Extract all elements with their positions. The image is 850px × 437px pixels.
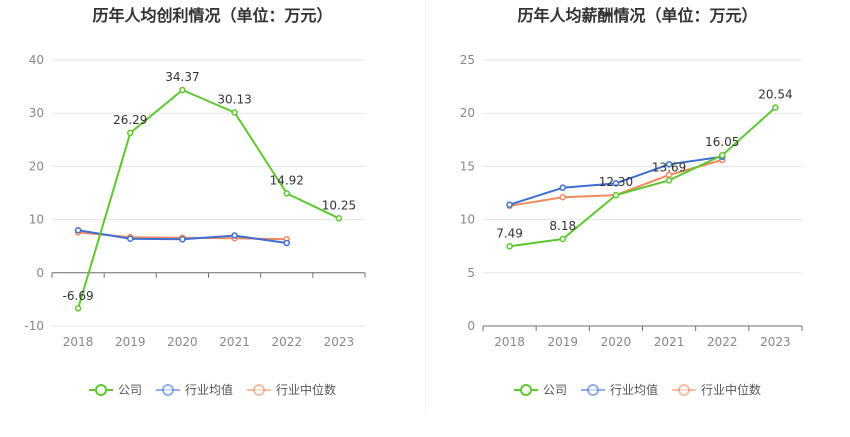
data-label: 16.05 (705, 135, 739, 149)
data-point (665, 177, 673, 184)
x-tick-label: 2022 (271, 335, 302, 349)
data-point (127, 129, 134, 137)
data-point (74, 226, 82, 234)
legend-item[interactable]: 公司 (513, 381, 567, 398)
legend-swatch-icon (513, 383, 538, 396)
data-point (612, 180, 620, 187)
data-label: 7.49 (496, 226, 523, 240)
chart-title: 历年人均薪酬情况（单位：万元） (517, 6, 758, 25)
data-label: 14.92 (270, 173, 304, 187)
data-point (506, 201, 513, 208)
y-tick-label: 10 (29, 213, 44, 227)
x-tick-label: 2023 (324, 335, 355, 349)
data-point (283, 239, 290, 247)
legend-swatch-icon (580, 383, 605, 396)
data-label: -6.69 (63, 289, 94, 303)
y-tick-label: -10 (24, 319, 44, 333)
data-point (772, 104, 779, 111)
data-point (179, 86, 186, 94)
x-tick-label: 2019 (115, 335, 146, 349)
legend-swatch-icon (247, 383, 271, 396)
legend-item[interactable]: 行业均值 (155, 381, 233, 398)
legend-item[interactable]: 行业中位数 (247, 381, 336, 398)
data-point (335, 215, 343, 222)
data-point (74, 305, 82, 312)
data-point (231, 232, 238, 239)
legend-item[interactable]: 行业均值 (580, 381, 658, 398)
panel-divider (425, 0, 426, 410)
data-point (231, 109, 238, 116)
x-tick-label: 2021 (219, 335, 250, 349)
data-point (559, 184, 566, 191)
data-label: 20.54 (758, 87, 792, 101)
chart-legend: 公司 行业均值 行业中位数 (0, 381, 425, 398)
data-point (179, 236, 186, 243)
chart-title: 历年人均创利情况（单位：万元） (92, 6, 333, 25)
legend-label: 行业中位数 (701, 383, 762, 397)
data-label: 10.25 (322, 198, 356, 212)
x-tick-label: 2018 (494, 335, 525, 349)
data-label: 8.18 (549, 219, 576, 233)
y-tick-label: 25 (460, 53, 475, 67)
legend-label: 行业中位数 (276, 383, 337, 397)
legend-swatch-icon (88, 383, 113, 396)
y-tick-label: 10 (460, 213, 475, 227)
data-label: 26.29 (113, 113, 147, 127)
legend-item[interactable]: 行业中位数 (672, 381, 761, 398)
x-tick-label: 2020 (601, 335, 632, 349)
y-tick-label: 40 (29, 53, 44, 67)
data-label: 12.30 (599, 175, 633, 189)
data-label: 30.13 (217, 93, 251, 107)
y-tick-label: 0 (467, 319, 475, 333)
data-label: 13.69 (652, 160, 686, 174)
y-tick-label: 0 (36, 266, 44, 280)
data-point (283, 190, 290, 197)
y-tick-label: 20 (29, 159, 44, 173)
legend-label: 行业均值 (609, 383, 658, 397)
y-tick-label: 20 (460, 106, 475, 120)
legend-label: 行业均值 (184, 383, 233, 397)
x-tick-label: 2022 (707, 335, 738, 349)
x-tick-label: 2018 (63, 335, 94, 349)
data-point (559, 194, 566, 201)
legend-label: 公司 (117, 383, 142, 397)
legend-item[interactable]: 公司 (88, 381, 142, 398)
legend-swatch-icon (155, 383, 180, 396)
legend-label: 公司 (542, 383, 567, 397)
y-tick-label: 5 (467, 266, 475, 280)
series-line-0 (77, 88, 340, 309)
chart-legend: 公司 行业均值 行业中位数 (425, 381, 850, 398)
y-tick-label: 15 (460, 159, 475, 173)
data-point (719, 151, 726, 159)
x-tick-label: 2019 (547, 335, 578, 349)
salary-chart-panel: 历年人均薪酬情况（单位：万元） 0 5 10 15 20 25 2018 2019 2020 20… (425, 0, 850, 437)
data-point (559, 235, 566, 243)
data-point (127, 235, 134, 243)
data-point (665, 161, 673, 168)
data-point (506, 243, 513, 250)
profit-chart: -10 0 10 20 30 40 2018 2019 2020 2021 2022 2023 -6.6… (24, 53, 366, 349)
legend-swatch-icon (672, 383, 696, 396)
data-point (612, 191, 620, 199)
series-line-0 (509, 106, 777, 248)
y-tick-label: 30 (29, 106, 44, 120)
x-tick-label: 2020 (167, 335, 198, 349)
profit-chart-panel: 历年人均创利情况（单位：万元） -10 0 10 20 30 40 2018 2019 2020… (0, 6, 425, 398)
salary-chart: 0 5 10 15 20 25 2018 2019 2020 2021 2022 2023 7.49 8.… (460, 53, 803, 349)
x-tick-label: 2023 (760, 335, 791, 349)
data-label: 34.37 (165, 70, 199, 84)
x-tick-label: 2021 (654, 335, 685, 349)
